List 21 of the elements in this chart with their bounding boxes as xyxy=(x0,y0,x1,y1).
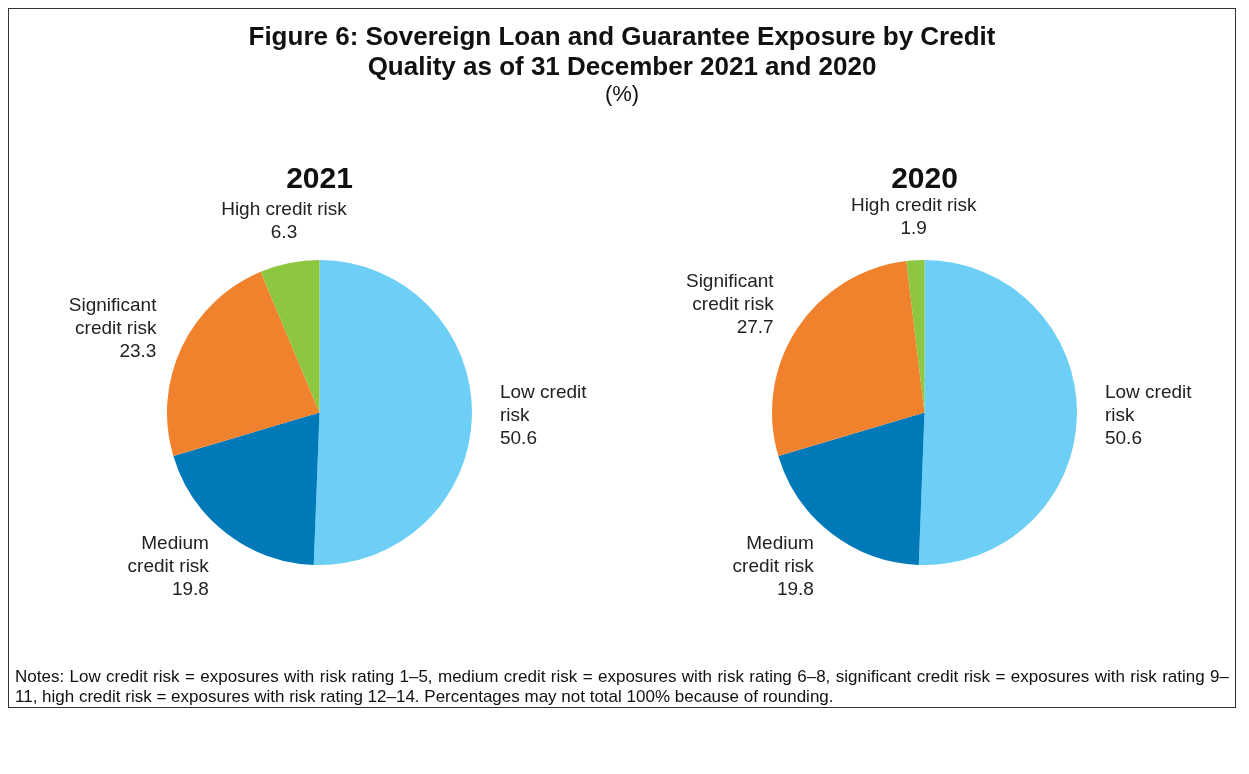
slice-label: High credit risk xyxy=(221,197,348,219)
data-label: 50.6 xyxy=(1104,427,1142,449)
slice-label: Low credit risk xyxy=(1104,381,1193,426)
chart-title: 2021 xyxy=(286,161,353,195)
slice-label: Significant credit risk xyxy=(685,270,775,315)
slice-label: Medium credit risk xyxy=(732,532,815,577)
data-label: 50.6 xyxy=(499,427,537,449)
slice-label: Significant credit risk xyxy=(68,293,158,338)
text: (%) xyxy=(603,81,641,107)
data-label: 23.3 xyxy=(119,339,157,361)
data-label: 19.8 xyxy=(776,578,814,600)
data-label: 1.9 xyxy=(900,217,927,239)
text: Figure 6: Sovereign Loan and Guarantee Exposure by Credit Quality as of 31 December 2021 and 2020 xyxy=(247,21,997,81)
slice-label: Medium credit risk xyxy=(127,532,210,577)
chart-title: 2020 xyxy=(891,161,958,195)
data-label: 6.3 xyxy=(270,220,298,242)
data-label: 27.7 xyxy=(736,316,774,338)
slice-label: High credit risk xyxy=(850,194,978,216)
text: Notes: Low credit risk = exposures with risk rating 1–5, medium credit risk = exposures with risk rating 6–8, significant credit risk = exposures with risk rating 9–11, high credit risk = exposures with risk rating 12–14. Percentages may not total 100% because of rounding. xyxy=(15,667,1229,707)
slice-label: Low credit risk xyxy=(499,381,588,426)
data-label: 19.8 xyxy=(171,578,209,600)
